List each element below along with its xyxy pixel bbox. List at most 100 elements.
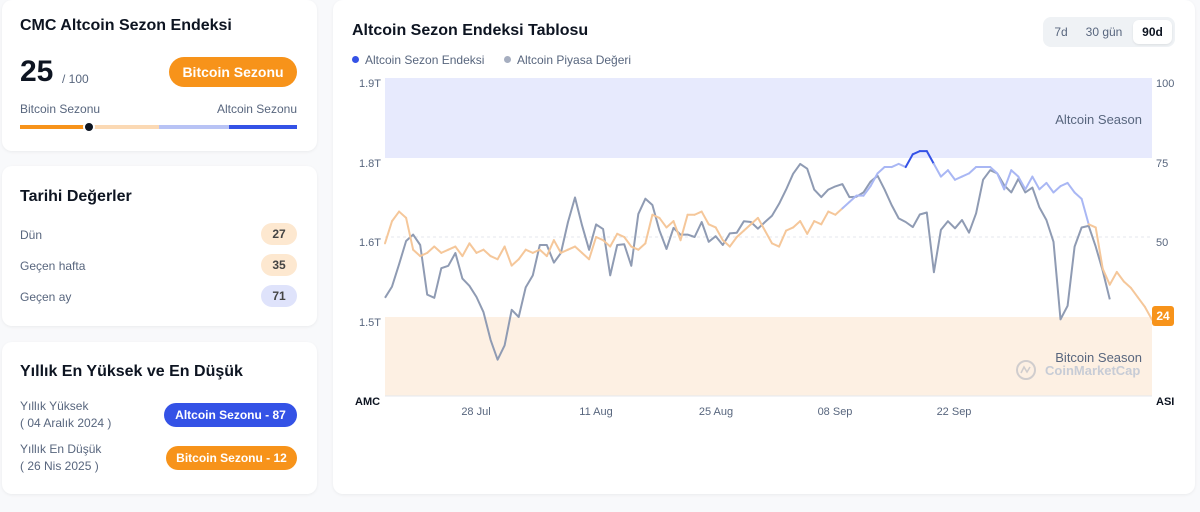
index-line-segment: [602, 239, 612, 248]
index-line-segment: [1003, 169, 1013, 191]
index-line-segment: [778, 229, 788, 248]
index-line-segment: [1059, 181, 1069, 188]
bitcoin-season-zone: [385, 317, 1152, 396]
index-line-segment: [559, 248, 569, 254]
index-value: 25: [20, 55, 54, 88]
index-line-segment: [573, 245, 584, 254]
index-line-segment: [735, 229, 745, 238]
x-tick: 22 Sep: [937, 406, 972, 418]
index-line-segment: [1108, 270, 1118, 286]
index-line-segment: [1031, 175, 1041, 191]
index-line-segment: [398, 210, 408, 219]
index-line-segment: [792, 220, 802, 229]
index-line-segment: [440, 248, 450, 254]
index-line-segment: [510, 258, 520, 267]
index-line-segment: [419, 251, 429, 258]
altcoin-season-label: Altcoin Season: [1055, 112, 1142, 127]
index-line-segment: [1038, 181, 1048, 191]
legend-label: Altcoin Sezon Endeksi: [365, 53, 485, 67]
index-line-segment: [756, 216, 766, 232]
index-line-segment: [391, 210, 401, 223]
index-line-segment: [672, 220, 682, 242]
history-label: Geçen hafta: [20, 259, 86, 273]
index-line-segment: [707, 223, 717, 229]
index-line-segment: [1066, 181, 1076, 194]
index-line-segment: [834, 207, 844, 216]
history-label: Dün: [20, 228, 43, 242]
current-value-badge: [1152, 306, 1174, 326]
x-tick: 08 Sep: [818, 406, 853, 418]
index-line-segment: [426, 245, 436, 254]
history-row-last-month: Geçen ay 71: [20, 285, 297, 309]
index-line-segment: [630, 245, 640, 251]
series-line-altcoin-index: [384, 150, 1153, 321]
historical-values-card: Tarihi Değerler Dün 27 Geçen hafta 35 Ge…: [2, 166, 317, 326]
tab-7d[interactable]: 7d: [1054, 25, 1068, 39]
index-line-segment: [552, 239, 562, 254]
gauge-left-label: Bitcoin Sezonu: [20, 102, 101, 116]
historical-title: Tarihi Değerler: [20, 188, 132, 205]
index-line-segment: [763, 229, 774, 245]
yearly-title: Yıllık En Yüksek ve En Düşük: [20, 363, 243, 380]
index-line-segment: [1087, 223, 1097, 229]
yearly-high-label: Yıllık Yüksek: [20, 399, 89, 413]
season-status-button[interactable]: Bitcoin Sezonu: [169, 57, 297, 87]
tab-90d[interactable]: 90d: [1133, 20, 1172, 44]
index-line-segment: [806, 220, 816, 235]
history-row-yesterday: Dün 27: [20, 223, 297, 247]
index-line-segment: [728, 236, 738, 248]
current-value-text: 24: [1156, 309, 1170, 323]
tab-30d[interactable]: 30 gün: [1085, 25, 1123, 39]
index-line-segment: [412, 248, 422, 258]
index-line-segment: [1080, 197, 1090, 226]
index-line-segment: [447, 245, 457, 251]
index-line-segment: [1017, 175, 1027, 191]
gauge-segment-altcoin-light: [159, 125, 229, 129]
index-line-segment: [721, 239, 731, 248]
series-line-altcoin-market-cap: [384, 162, 1111, 361]
y-left-tick: 1.9T: [359, 78, 381, 90]
legend-item-index[interactable]: Altcoin Sezon Endeksi: [352, 53, 484, 67]
index-line-segment: [827, 210, 837, 216]
gauge-indicator: [83, 121, 95, 133]
index-line-segment: [904, 153, 914, 169]
index-line-segment: [405, 216, 415, 251]
index-line-segment: [1052, 185, 1062, 194]
index-line-segment: [961, 172, 971, 178]
index-card-title: CMC Altcoin Sezon Endeksi: [20, 17, 232, 34]
x-tick: 25 Aug: [699, 406, 733, 418]
yearly-low-label: Yıllık En Düşük: [20, 442, 102, 456]
altcoin-index-card: CMC Altcoin Sezon Endeksi 25 / 100 Bitco…: [2, 0, 317, 151]
y-left-tick: 1.6T: [359, 237, 381, 249]
index-line-segment: [1129, 286, 1139, 299]
index-line-segment: [925, 150, 935, 165]
index-line-segment: [384, 220, 394, 245]
index-line-segment: [1122, 280, 1132, 289]
index-line-segment: [1010, 169, 1020, 178]
index-line-segment: [581, 251, 591, 261]
altcoin-season-zone: [385, 78, 1152, 158]
index-line-segment: [1045, 181, 1055, 194]
index-line-segment: [742, 223, 752, 232]
yearly-low-badge: Bitcoin Sezonu - 12: [166, 446, 297, 470]
index-line-segment: [475, 248, 485, 254]
x-tick: 28 Jul: [461, 406, 490, 418]
index-line-segment: [1115, 270, 1125, 283]
index-line-segment: [644, 213, 654, 245]
index-line-segment: [1073, 191, 1083, 200]
legend-item-mcap[interactable]: Altcoin Piyasa Değeri: [504, 53, 631, 67]
index-line-segment: [545, 239, 555, 258]
index-line-segment: [890, 162, 900, 169]
index-line-segment: [714, 226, 724, 242]
right-axis-title: ASI: [1156, 396, 1174, 408]
index-line-segment: [503, 245, 513, 267]
altcoin-index-chart: Altcoin Season Bitcoin Season CoinMarket…: [355, 78, 1174, 418]
index-line-segment: [482, 248, 492, 258]
index-line-segment: [820, 210, 830, 226]
index-line-segment: [968, 166, 978, 175]
legend-dot-icon: [352, 56, 359, 63]
gauge-segment-altcoin: [229, 125, 297, 129]
history-badge: 27: [261, 223, 297, 245]
index-line-segment: [623, 236, 633, 248]
index-line-segment: [433, 245, 443, 254]
